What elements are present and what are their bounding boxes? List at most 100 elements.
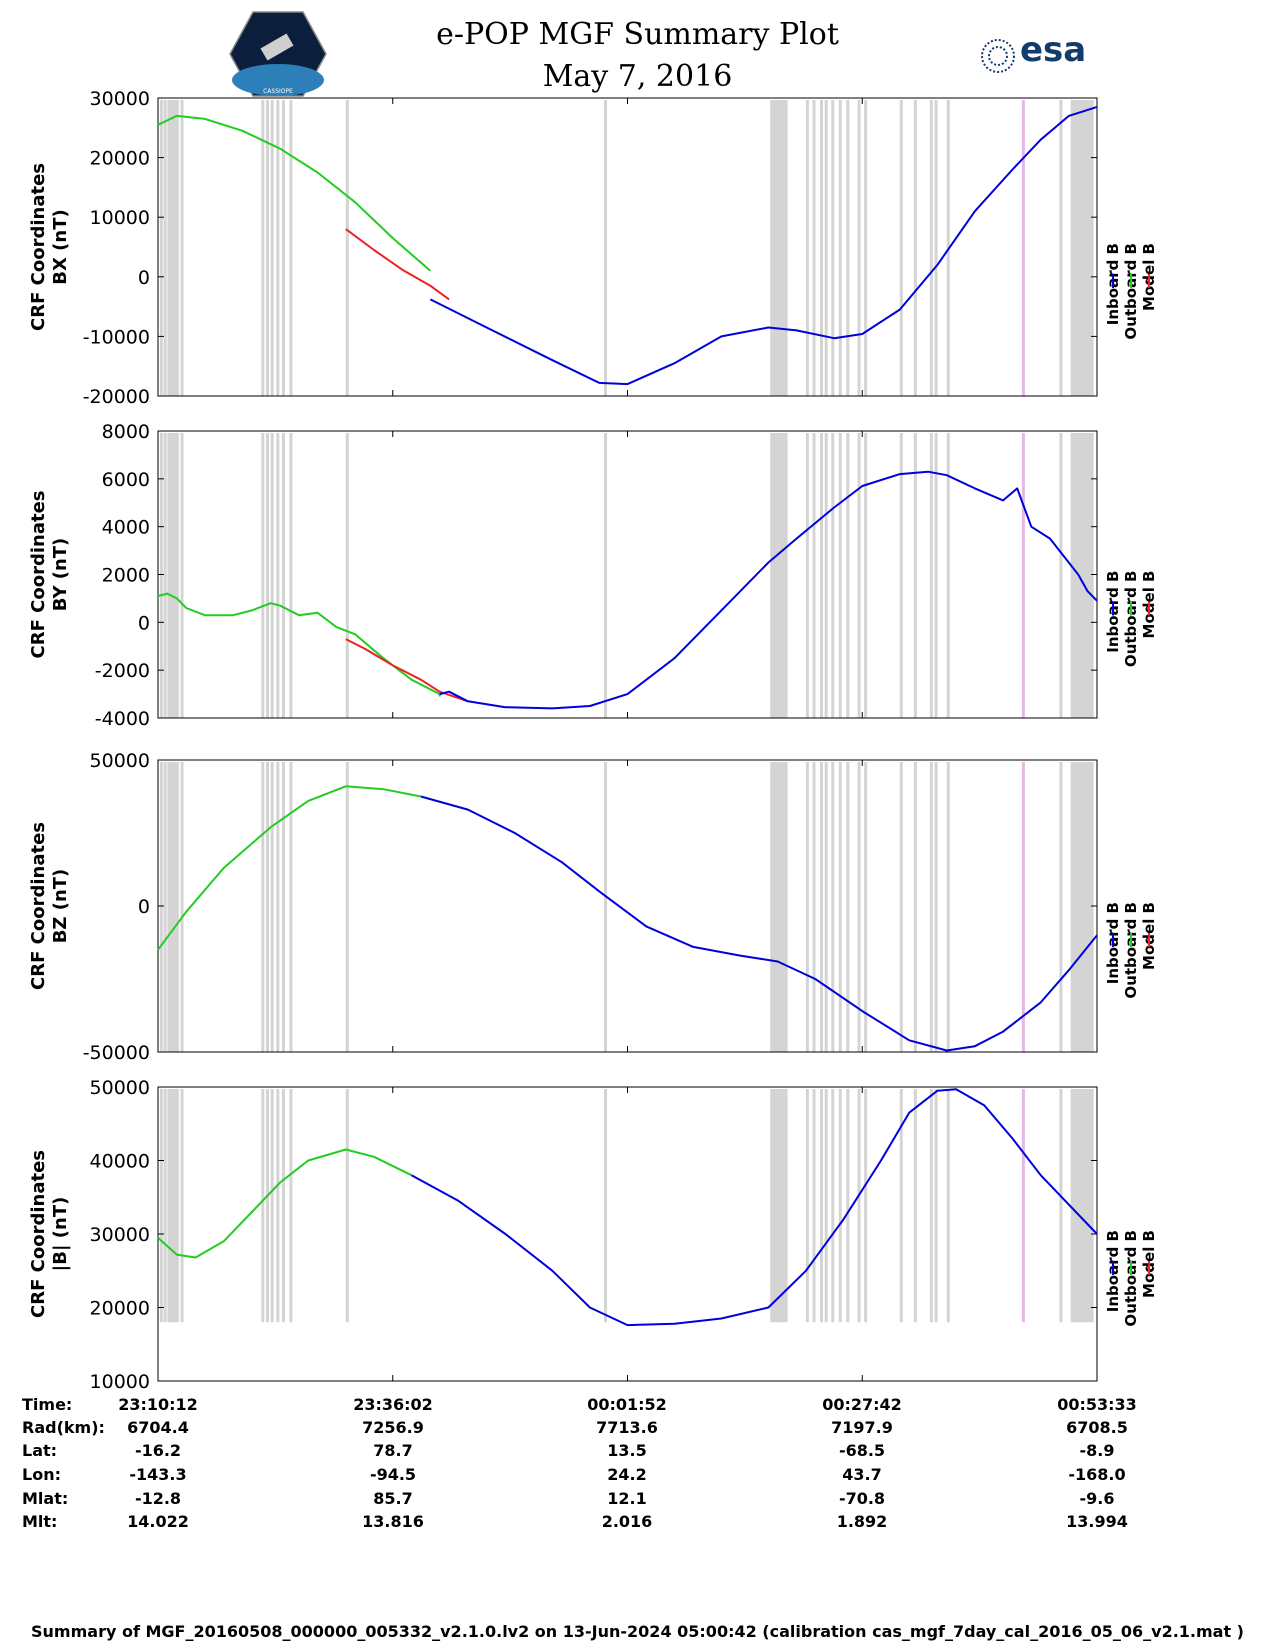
- panel-3-gap-band: [1085, 1089, 1094, 1323]
- info-cell: 00:01:52: [587, 1395, 667, 1414]
- panel-1-gap-band: [159, 433, 163, 718]
- panel-1-ytick-label: 8000: [102, 421, 150, 443]
- info-cell: 13.994: [1066, 1512, 1128, 1531]
- panel-0-gap-band: [289, 100, 293, 396]
- cassiope-logo: CASSIOPE: [229, 11, 327, 97]
- panel-1-frame: [157, 430, 1098, 719]
- info-cell: 7713.6: [596, 1418, 658, 1437]
- panel-0-series-outboard-b: [157, 114, 431, 272]
- panel-0-gap-band: [929, 100, 933, 396]
- panel-0-gap-band: [604, 100, 608, 396]
- panel-1-ytick-label: -4000: [95, 708, 150, 730]
- info-cell: -168.0: [1068, 1465, 1126, 1484]
- panel-2-gap-band: [261, 762, 265, 1052]
- info-cell: 78.7: [373, 1441, 413, 1460]
- info-cell: 2.016: [601, 1512, 653, 1531]
- panel-1-gap-band: [946, 433, 950, 718]
- info-cell: -70.8: [838, 1489, 886, 1508]
- esa-logo-text: esa: [1020, 30, 1087, 70]
- info-row-label: Mlt:: [22, 1512, 58, 1531]
- panel-2-gap-band: [846, 762, 850, 1052]
- panel-3-gap-band: [899, 1089, 903, 1323]
- panel-0-ytick-label: 20000: [90, 148, 150, 170]
- panel-0-gap-band: [163, 100, 167, 396]
- panel-0-gap-band: [270, 100, 274, 396]
- panel-0-gap-band: [812, 100, 816, 396]
- panel-2-gap-band: [899, 762, 903, 1052]
- panel-1-gap-band: [1059, 433, 1063, 718]
- panel-1-gap-band: [167, 433, 171, 718]
- panel-2-gap-band: [831, 762, 835, 1052]
- panel-0-legend-label: Outboard B: [1122, 243, 1140, 340]
- info-cell: -143.3: [129, 1465, 187, 1484]
- panel-0-ylabel-line1: CRF Coordinates: [28, 163, 49, 331]
- panel-1-gap-band: [276, 433, 280, 718]
- panel-2-gap-band: [838, 762, 842, 1052]
- title-line-1: e-POP MGF Summary Plot: [436, 17, 839, 52]
- info-row-label: Time:: [22, 1395, 73, 1414]
- panel-0-gap-band: [831, 100, 835, 396]
- panel-0-gap-band: [1070, 100, 1079, 396]
- panel-3-series-inboard-b: [411, 1088, 1098, 1327]
- panel-0-gap-band: [265, 100, 269, 396]
- info-cell: 13.5: [607, 1441, 647, 1460]
- panel-0-gap-band: [1085, 100, 1094, 396]
- panel-1-gap-band: [170, 433, 174, 718]
- panel-1-gap-band: [1070, 433, 1079, 718]
- panel-3-ylabel-line1: CRF Coordinates: [28, 1150, 49, 1318]
- chart-title: e-POP MGF Summary Plot May 7, 2016: [0, 14, 1275, 98]
- panel-3-gap-band: [913, 1089, 917, 1323]
- info-cell: -9.6: [1079, 1489, 1115, 1508]
- panel-0-gap-band: [819, 100, 823, 396]
- panel-1-gap-band: [899, 433, 903, 718]
- panel-3-gap-band: [805, 1089, 809, 1323]
- panel-0-gap-band: [846, 100, 850, 396]
- panel-3-ytick-label: 50000: [90, 1077, 150, 1099]
- panel-1-gap-band: [857, 433, 861, 718]
- panel-0-series-model-b: [345, 228, 450, 301]
- panel-2-ytick-label: -50000: [83, 1042, 150, 1064]
- panel-0-ytick-label: 0: [138, 267, 150, 289]
- panel-1-gap-band: [1085, 433, 1094, 718]
- panel-3-ytick-label: 40000: [90, 1151, 150, 1173]
- panel-2-gap-band: [1021, 762, 1025, 1052]
- panel-0-gap-band: [170, 100, 174, 396]
- panel-0-gap-band: [175, 100, 179, 396]
- panel-3-gap-band: [173, 1089, 177, 1323]
- panel-3-gap-band: [604, 1089, 608, 1323]
- panel-2-gap-band: [864, 762, 868, 1052]
- panel-2-gap-band: [857, 762, 861, 1052]
- info-cell: 7256.9: [362, 1418, 424, 1437]
- info-cell: 00:27:42: [822, 1395, 902, 1414]
- panel-3-gap-band: [857, 1089, 861, 1323]
- panel-1-gap-band: [604, 433, 608, 718]
- panel-1-ytick-label: 6000: [102, 469, 150, 491]
- panel-1-gap-band: [163, 433, 167, 718]
- panel-2-gap-band: [1085, 762, 1094, 1052]
- panel-2-gap-band: [159, 762, 163, 1052]
- panel-2-legend-label: Outboard B: [1122, 902, 1140, 999]
- panel-1-ylabel-line1: CRF Coordinates: [28, 491, 49, 659]
- info-cell: -16.2: [134, 1441, 182, 1460]
- panel-1-gap-band: [864, 433, 868, 718]
- panel-2-gap-band: [779, 762, 788, 1052]
- panel-2-gap-band: [805, 762, 809, 1052]
- panel-3-legend-label: Outboard B: [1122, 1230, 1140, 1327]
- panel-2-gap-band: [770, 762, 779, 1052]
- panel-1-ytick-label: 4000: [102, 517, 150, 539]
- info-cell: 1.892: [836, 1512, 888, 1531]
- panel-2-gap-band: [173, 762, 177, 1052]
- panel-1-gap-band: [805, 433, 809, 718]
- panel-2-gap-band: [913, 762, 917, 1052]
- panel-1-gap-band: [770, 433, 779, 718]
- panel-3-gap-band: [276, 1089, 280, 1323]
- panel-2-ytick-label: 0: [138, 896, 150, 918]
- panel-0-gap-band: [1059, 100, 1063, 396]
- panel-3-gap-band: [812, 1089, 816, 1323]
- title-line-2: May 7, 2016: [542, 59, 733, 94]
- panel-0-ytick-label: -10000: [83, 326, 150, 348]
- panel-3-gap-band: [824, 1089, 828, 1323]
- panel-1-ytick-label: 0: [138, 612, 150, 634]
- panel-0-ytick-label: 10000: [90, 207, 150, 229]
